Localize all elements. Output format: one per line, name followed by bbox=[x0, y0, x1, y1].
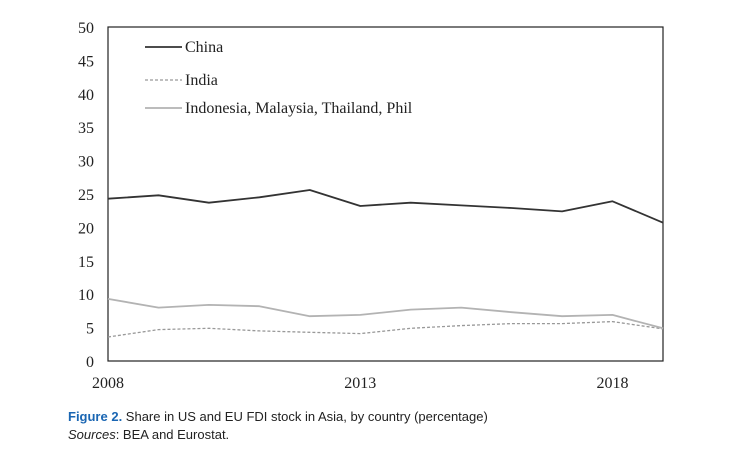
y-tick-label: 25 bbox=[78, 187, 94, 204]
caption-title-line: Figure 2. Share in US and EU FDI stock i… bbox=[68, 408, 708, 426]
series-lines bbox=[107, 189, 664, 338]
series-line-1 bbox=[107, 320, 664, 338]
y-tick-label: 50 bbox=[78, 20, 94, 37]
x-tick-label: 2008 bbox=[92, 375, 124, 392]
figure-text: Share in US and EU FDI stock in Asia, by… bbox=[122, 409, 488, 424]
figure-label: Figure 2. bbox=[68, 409, 123, 424]
y-axis-ticks: 0 5 10 15 20 25 30 35 40 45 50 bbox=[78, 20, 94, 371]
y-tick-label: 10 bbox=[78, 287, 94, 304]
y-tick-label: 20 bbox=[78, 220, 94, 237]
y-tick-label: 15 bbox=[78, 254, 94, 271]
plot-frame bbox=[107, 26, 664, 362]
x-tick-label: 2013 bbox=[344, 375, 376, 392]
legend: China India Indonesia, Malaysia, Thailand,… bbox=[145, 39, 413, 117]
line-chart: 0 5 10 15 20 25 30 35 40 45 50 2008 2013 2018 China I… bbox=[78, 20, 664, 392]
x-axis-ticks: 2008 2013 2018 bbox=[92, 375, 629, 392]
figure-caption: Figure 2. Share in US and EU FDI stock i… bbox=[68, 408, 708, 444]
y-tick-label: 0 bbox=[86, 354, 94, 371]
y-tick-label: 30 bbox=[78, 154, 94, 171]
y-tick-label: 45 bbox=[78, 53, 94, 70]
legend-label-0: China bbox=[185, 39, 223, 56]
y-tick-label: 5 bbox=[86, 321, 94, 338]
x-tick-label: 2018 bbox=[597, 375, 629, 392]
legend-label-1: India bbox=[185, 72, 218, 89]
legend-label-2: Indonesia, Malaysia, Thailand, Phil bbox=[185, 100, 413, 117]
series-line-2 bbox=[107, 298, 664, 330]
y-tick-label: 35 bbox=[78, 120, 94, 137]
caption-sources-line: Sources: BEA and Eurostat. bbox=[68, 426, 708, 444]
series-line-0 bbox=[107, 189, 664, 224]
y-tick-label: 40 bbox=[78, 87, 94, 104]
sources-text: : BEA and Eurostat. bbox=[115, 427, 230, 442]
sources-label: Sources bbox=[68, 427, 116, 442]
